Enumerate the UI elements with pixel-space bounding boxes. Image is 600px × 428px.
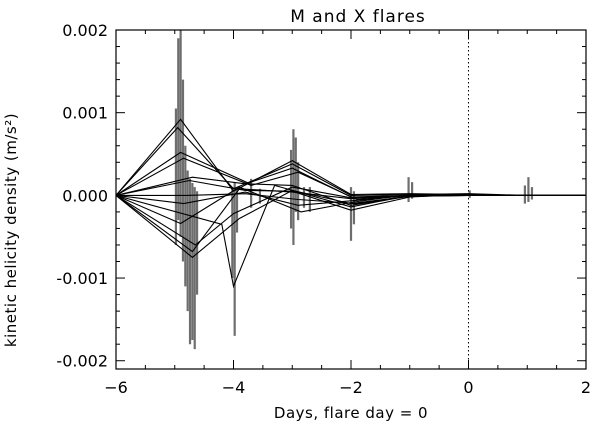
- y-tick-label: 0.000: [62, 186, 108, 205]
- series-line-0: [115, 118, 586, 196]
- x-axis-ticks: −6 −4 −2 0 2: [104, 30, 591, 397]
- x-tick-label: −4: [222, 378, 246, 397]
- spike-layer: [174, 30, 534, 350]
- series-layer: [115, 118, 586, 289]
- x-tick-label: −2: [339, 378, 363, 397]
- series-line-1: [115, 126, 586, 196]
- series-line-12: [115, 184, 586, 289]
- x-axis-label: Days, flare day = 0: [274, 404, 428, 422]
- y-tick-label: -0.002: [56, 352, 108, 371]
- chart-title: M and X flares: [290, 7, 426, 27]
- x-tick-label: 0: [463, 378, 473, 397]
- y-axis-ticks: 0.002 0.001 0.000 -0.001 -0.002: [56, 21, 586, 371]
- x-tick-label: 2: [581, 378, 591, 397]
- y-tick-label: 0.001: [62, 104, 108, 123]
- y-tick-label: -0.001: [56, 269, 108, 288]
- x-tick-label: −6: [104, 378, 128, 397]
- y-tick-label: 0.002: [62, 21, 108, 40]
- y-axis-label: kinetic helicity density (m/s²): [2, 113, 20, 347]
